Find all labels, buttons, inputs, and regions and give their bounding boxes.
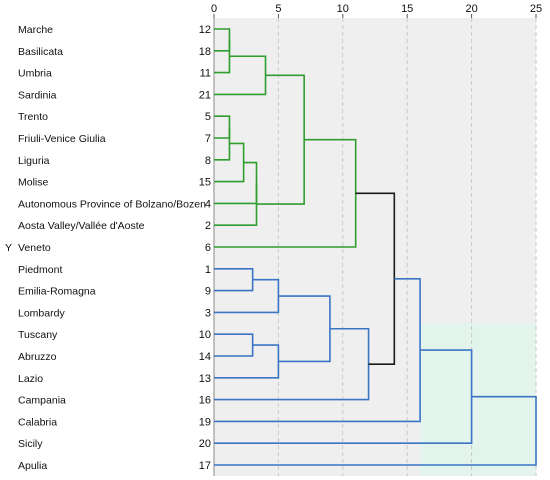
leaf-label: Friuli-Venice Giulia xyxy=(18,133,106,145)
leaf-label: Calabria xyxy=(18,416,57,428)
leaf-id: 7 xyxy=(205,133,211,145)
leaf-id: 20 xyxy=(199,438,211,450)
dendrogram-link xyxy=(214,395,537,466)
highlight-band xyxy=(471,388,536,476)
x-tick-label: 5 xyxy=(275,3,281,15)
leaf-id: 18 xyxy=(199,46,211,58)
leaf-label: Abruzzo xyxy=(18,351,57,363)
x-tick-label: 25 xyxy=(530,3,542,15)
dendrogram-links xyxy=(214,28,537,466)
leaf-id: 1 xyxy=(205,264,211,276)
leaf-label: Veneto xyxy=(18,242,51,254)
leaf-label: Emilia-Romagna xyxy=(18,286,96,298)
leaf-id: 5 xyxy=(205,111,211,123)
leaf-id: 6 xyxy=(205,242,211,254)
leaf-label: Apulia xyxy=(18,460,47,472)
leaf-label: Lazio xyxy=(18,373,43,385)
leaf-label: Campania xyxy=(18,395,66,407)
leaf-id: 19 xyxy=(199,416,211,428)
x-tick-label: 0 xyxy=(211,3,217,15)
leaf-label: Sardinia xyxy=(18,89,57,101)
dendrogram-link xyxy=(214,182,258,226)
leaf-label: Trento xyxy=(18,111,48,123)
leaf-id: 3 xyxy=(205,307,211,319)
leaf-id: 16 xyxy=(199,395,211,407)
leaf-id: 4 xyxy=(205,198,211,210)
dendrogram-link xyxy=(214,39,231,74)
leaf-id: 10 xyxy=(199,329,211,341)
leaf-label: Piedmont xyxy=(18,264,62,276)
leaf-id: 2 xyxy=(205,220,211,232)
dendrogram-link xyxy=(214,127,231,161)
leaf-id: 13 xyxy=(199,373,211,385)
leaf-label: Autonomous Province of Bolzano/Bozen xyxy=(18,198,206,210)
leaf-label: Umbria xyxy=(18,68,52,80)
y-marker: Y xyxy=(5,242,12,254)
leaf-label: Marche xyxy=(18,24,53,36)
leaf-id: 9 xyxy=(205,286,211,298)
leaf-id: 11 xyxy=(200,68,211,80)
highlight-bands xyxy=(420,323,536,476)
leaf-id: 12 xyxy=(199,24,211,36)
leaf-labels: Marche Basilicata Umbria Sardinia Trento Friu… xyxy=(18,24,206,472)
x-tick-label: 15 xyxy=(401,3,413,15)
leaf-label: Sicily xyxy=(18,438,43,450)
leaf-id: 21 xyxy=(199,89,211,101)
leaf-label: Aosta Valley/Vallée d'Aoste xyxy=(18,220,145,232)
leaf-id: 17 xyxy=(199,460,211,472)
x-tick-label: 20 xyxy=(465,3,477,15)
leaf-id: 8 xyxy=(205,155,211,167)
leaf-label: Molise xyxy=(18,177,49,189)
leaf-label: Tuscany xyxy=(18,329,58,341)
x-tick-label: 10 xyxy=(337,3,349,15)
leaf-id: 14 xyxy=(199,351,211,363)
leaf-id: 15 xyxy=(199,177,211,189)
leaf-label: Lombardy xyxy=(18,307,65,319)
leaf-label: Liguria xyxy=(18,155,50,167)
leaf-label: Basilicata xyxy=(18,46,63,58)
